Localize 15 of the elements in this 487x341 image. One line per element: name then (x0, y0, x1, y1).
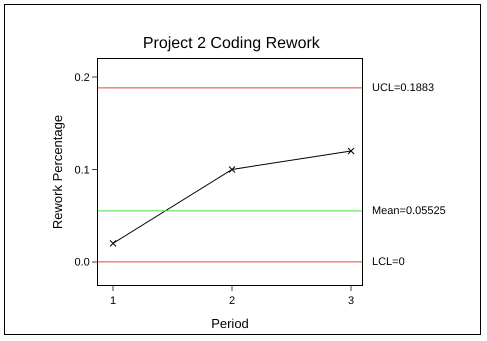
y-tick-label: 0.0 (74, 256, 90, 269)
y-tick-label: 0.1 (74, 164, 90, 176)
x-tick-label: 3 (348, 295, 354, 308)
ref-line-label: LCL=0 (372, 256, 405, 268)
point (110, 240, 116, 247)
ref-line-label: UCL=0.1883 (372, 82, 434, 94)
point (348, 147, 355, 154)
chart-title: Project 2 Coding Rework (142, 35, 321, 52)
x-tick-label: 2 (228, 295, 236, 308)
y-axis-title: Rework Percentage (50, 114, 65, 230)
ref-line-label: Mean=0.05525 (372, 205, 446, 217)
point (228, 166, 236, 173)
x-axis-title: Period (211, 316, 249, 331)
y-tick-label: 0.2 (74, 72, 90, 84)
x-tick-label: 1 (110, 295, 116, 308)
